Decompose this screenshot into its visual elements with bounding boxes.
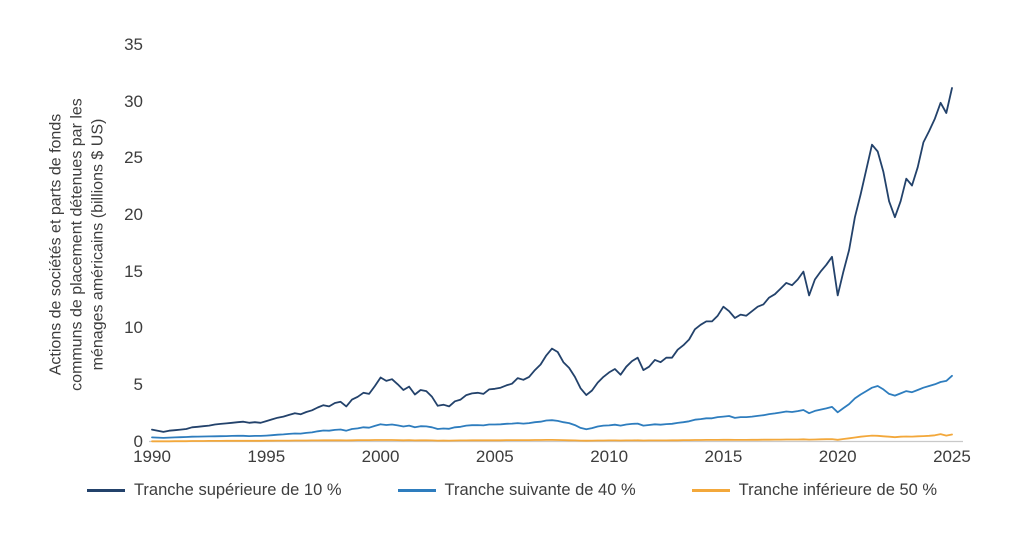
- legend-item: Tranche suivante de 40 %: [397, 481, 636, 500]
- series-line-bottom-50: [151, 433, 953, 443]
- series-line-top-10: [151, 87, 953, 433]
- legend-line-swatch: [691, 489, 730, 492]
- y-tick-label: 10: [124, 318, 143, 338]
- y-tick-label: 30: [124, 91, 143, 111]
- legend-label: Tranche supérieure de 10 %: [133, 481, 342, 499]
- legend-line-swatch: [86, 489, 125, 492]
- series-line-next-40: [151, 374, 953, 439]
- y-tick-label: 5: [133, 374, 143, 394]
- legend-item: Tranche inférieure de 50 %: [691, 481, 938, 500]
- legend-item: Tranche supérieure de 10 %: [86, 481, 342, 500]
- y-tick-label: 20: [124, 204, 143, 224]
- x-tick-label: 2005: [475, 447, 514, 466]
- y-tick-label: 35: [124, 34, 143, 54]
- legend: Tranche supérieure de 10 % Tranche suivan…: [0, 481, 1024, 500]
- legend-label: Tranche inférieure de 50 %: [738, 481, 938, 499]
- x-tick-label: 2000: [361, 447, 400, 466]
- legend-line-swatch: [397, 489, 436, 492]
- x-tick-label: 1990: [133, 447, 171, 466]
- legend-label: Tranche suivante de 40 %: [444, 481, 636, 499]
- x-tick-label: 2015: [704, 447, 743, 466]
- y-tick-label: 0: [133, 431, 143, 451]
- x-tick-label: 1995: [247, 447, 286, 466]
- x-tick-label: 2020: [818, 447, 857, 466]
- y-tick-label: 25: [124, 148, 143, 168]
- y-tick-label: 15: [124, 261, 143, 281]
- x-tick-label: 2010: [590, 447, 629, 466]
- x-tick-label: 2025: [933, 447, 971, 466]
